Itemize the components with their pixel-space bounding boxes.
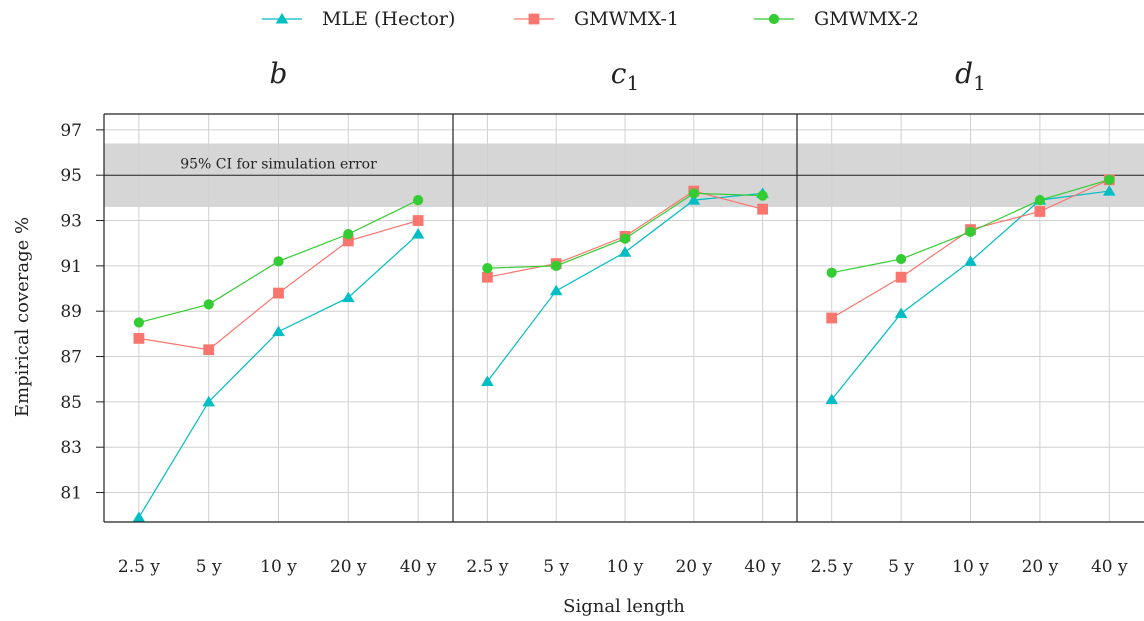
panel-d1: d1 2.5 y 5 y 10 y 20 y 40 y [797, 57, 1144, 577]
x-tick-label: 40 y [744, 557, 781, 577]
y-tick-label: 87 [60, 348, 82, 368]
legend-label: GMWMX-2 [814, 8, 919, 30]
data-point [412, 215, 424, 226]
data-point [549, 284, 563, 296]
x-tick-label: 2.5 y [118, 557, 160, 577]
x-tick-label: 20 y [1022, 557, 1059, 577]
data-point [343, 229, 354, 240]
x-tick-label: 10 y [260, 557, 297, 577]
x-tick-label: 40 y [400, 557, 437, 577]
series-gmwmx-1 [133, 215, 424, 356]
legend-entry: GMWMX-2 [754, 8, 919, 30]
data-point [482, 263, 493, 274]
data-point [413, 195, 424, 206]
data-point [481, 375, 494, 386]
data-point [1103, 185, 1116, 196]
legend-entry: GMWMX-1 [514, 8, 679, 30]
data-point [964, 255, 977, 266]
y-tick-label: 97 [60, 121, 82, 141]
y-axis: 81 83 85 87 89 91 93 95 97 [60, 121, 104, 504]
data-point [202, 395, 215, 407]
data-point [551, 260, 562, 271]
series-gmwmx-2 [133, 195, 424, 328]
y-tick-label: 95 [60, 166, 82, 186]
legend-marker [768, 13, 780, 25]
data-point [826, 267, 837, 278]
legend: MLE (Hector) GMWMX-1 GMWMX-2 [262, 8, 919, 30]
y-tick-label: 81 [60, 484, 82, 504]
y-tick-label: 93 [60, 212, 82, 232]
legend-marker [275, 13, 289, 24]
data-point [894, 307, 908, 318]
data-point [132, 511, 146, 522]
y-tick-label: 83 [60, 438, 82, 458]
data-point [757, 190, 768, 201]
data-point [1104, 174, 1115, 185]
series-gmwmx-2 [482, 188, 768, 274]
data-point [896, 253, 907, 265]
data-point [618, 246, 632, 257]
series-mle-hector [481, 187, 769, 386]
ci-band-label: 95% CI for simulation error [180, 156, 377, 172]
x-axis-label: Signal length [563, 596, 685, 617]
series-gmwmx-2 [826, 174, 1115, 278]
panel-title: c1 [611, 57, 639, 95]
legend-label: MLE (Hector) [322, 8, 455, 30]
data-point [272, 325, 285, 337]
x-tick-label: 40 y [1091, 557, 1128, 577]
data-point [133, 317, 144, 328]
data-point [687, 194, 701, 205]
y-tick-label: 91 [60, 257, 82, 277]
y-axis-label: Empirical coverage % [12, 217, 33, 417]
panel-b: 95% CI for simulation error b 2.5 y 5 y 10 y… [104, 57, 453, 577]
panel-title: b [270, 57, 288, 90]
legend-marker [528, 13, 540, 25]
data-point [965, 226, 976, 237]
data-point [203, 344, 215, 356]
x-tick-label: 5 y [888, 557, 914, 577]
data-point [273, 287, 284, 299]
plot-frame [103, 113, 1144, 523]
x-tick-label: 2.5 y [466, 557, 508, 577]
data-point [619, 233, 631, 244]
data-point [825, 393, 838, 405]
x-tick-label: 2.5 y [811, 557, 853, 577]
series-mle-hector [132, 228, 425, 522]
x-tick-label: 10 y [607, 557, 644, 577]
x-tick-label: 10 y [952, 557, 989, 577]
data-point [133, 333, 145, 344]
data-point [482, 271, 493, 283]
data-point [342, 235, 354, 247]
x-tick-label: 20 y [675, 557, 712, 577]
data-point [757, 203, 768, 215]
data-point [203, 299, 214, 310]
data-point [826, 312, 838, 324]
data-point [895, 271, 907, 283]
data-point [1034, 195, 1045, 206]
y-tick-label: 89 [60, 302, 82, 322]
data-point [273, 256, 284, 267]
legend-entry: MLE (Hector) [262, 8, 455, 30]
panels: 95% CI for simulation error b 2.5 y 5 y 10 y… [60, 57, 1144, 577]
panel-title: d1 [955, 57, 986, 95]
x-tick-label: 5 y [543, 557, 569, 577]
data-point [1034, 206, 1046, 217]
x-tick-label: 20 y [330, 557, 367, 577]
legend-label: GMWMX-1 [574, 8, 679, 30]
data-point [688, 188, 699, 199]
data-point [411, 228, 425, 239]
data-point [342, 291, 355, 303]
x-tick-label: 5 y [196, 557, 222, 577]
y-tick-label: 85 [60, 393, 82, 413]
panel-c1: c1 2.5 y 5 y 10 y 20 y 40 y [453, 57, 797, 577]
